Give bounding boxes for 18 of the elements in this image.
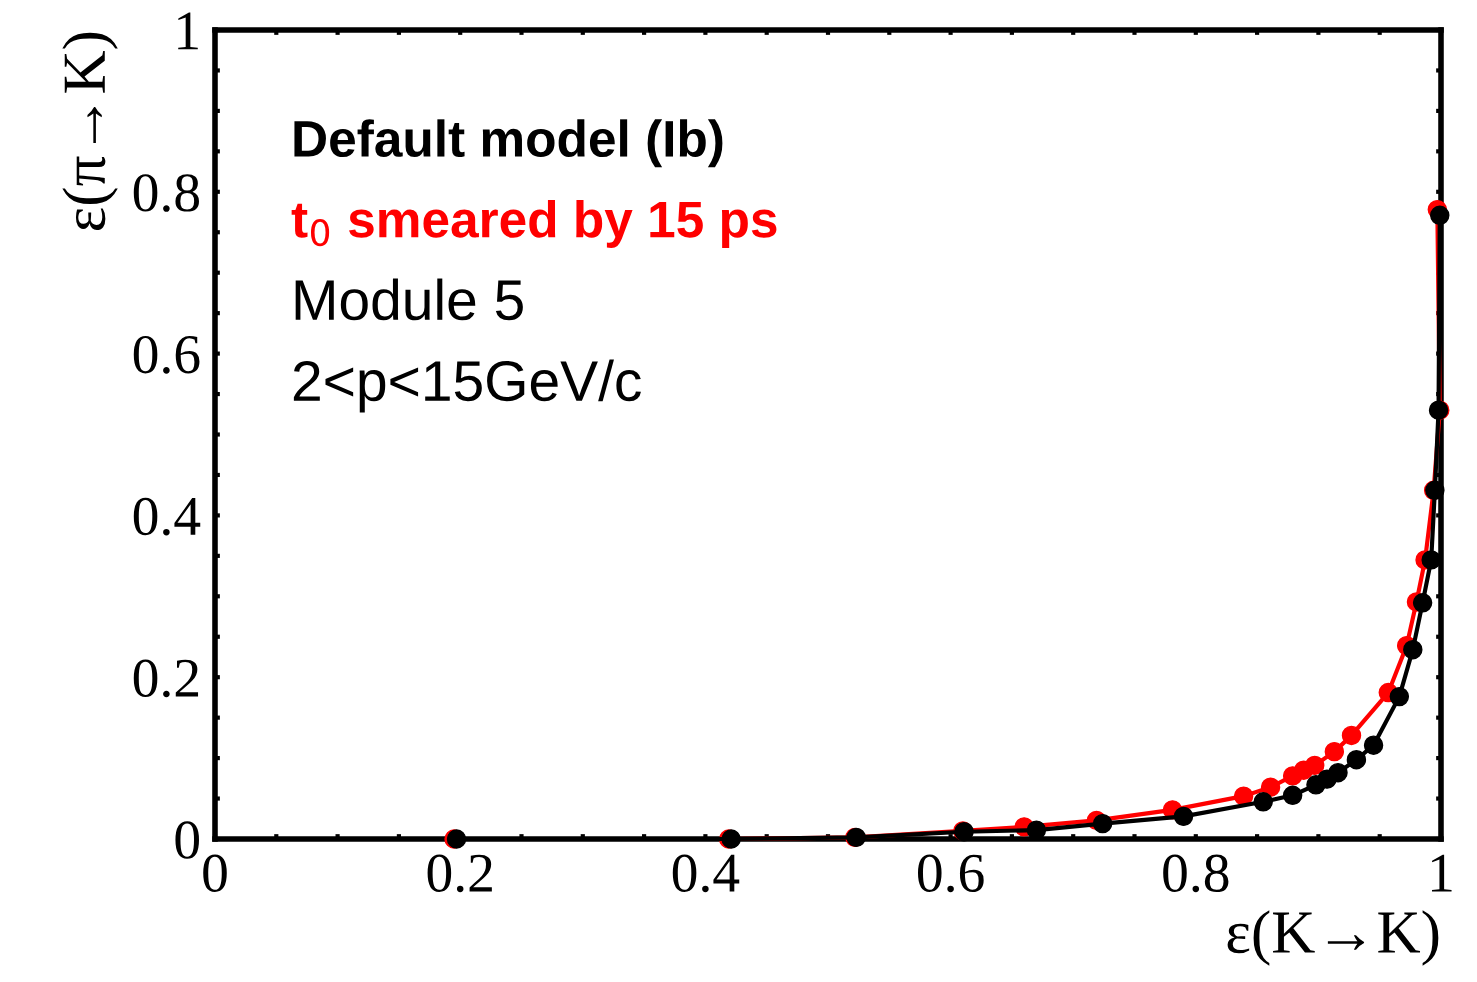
x-tick-label: 0.2 [427, 854, 492, 893]
y-tick-label: 0.8 [133, 174, 199, 212]
annotation: Module 5 [295, 278, 523, 321]
annotation: 2<p<15GeV/c [293, 359, 641, 413]
x-axis-title: ε(K→K) [1227, 910, 1439, 966]
y-axis-title: ε(π→K) [62, 32, 118, 231]
y-tick-label: 0.4 [133, 497, 201, 536]
y-tick-label: 0.2 [133, 659, 199, 698]
y-tick-label: 0.6 [133, 335, 200, 374]
x-tick-label: 0.6 [918, 854, 984, 893]
text: t$_{0}$ smeared by 15 ps [291, 200, 777, 248]
text: Default model (Ib) [294, 119, 723, 168]
x-tick-label: 0 [203, 854, 227, 892]
y-tick-label: 1 [178, 12, 198, 50]
x-tick-label: 0.4 [672, 854, 740, 893]
x-tick-label: 0.8 [1163, 854, 1229, 893]
y-tick-label: 0 [175, 821, 199, 859]
x-tick-label: 1 [1432, 854, 1452, 892]
